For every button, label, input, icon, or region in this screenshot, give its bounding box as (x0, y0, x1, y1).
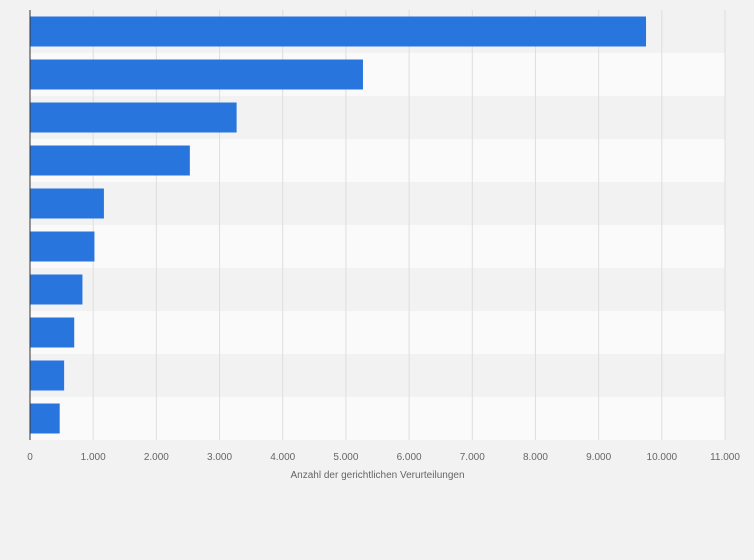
bar (30, 317, 75, 348)
bar (30, 360, 65, 391)
x-axis-title: Anzahl der gerichtlichen Verurteilungen (291, 470, 465, 481)
bar (30, 16, 647, 47)
row-band (30, 397, 725, 440)
x-tick-label: 3.000 (207, 452, 232, 463)
x-tick-label: 6.000 (397, 452, 422, 463)
row-band (30, 268, 725, 311)
bar (30, 102, 237, 133)
x-tick-label: 10.000 (647, 452, 678, 463)
row-band (30, 182, 725, 225)
x-tick-label: 7.000 (460, 452, 485, 463)
x-tick-label: 9.000 (586, 452, 611, 463)
bars (30, 16, 647, 434)
x-tick-label: 11.000 (710, 452, 740, 463)
bar (30, 403, 60, 434)
x-tick-label: 8.000 (523, 452, 548, 463)
bar (30, 188, 104, 219)
bar (30, 59, 363, 90)
x-tick-label: 2.000 (144, 452, 169, 463)
row-band (30, 311, 725, 354)
row-band (30, 354, 725, 397)
bar (30, 145, 190, 176)
row-band (30, 225, 725, 268)
x-tick-label: 1.000 (81, 452, 106, 463)
x-tick-label: 0 (27, 452, 33, 463)
bar (30, 274, 83, 305)
x-tick-labels: 0 1.000 2.000 3.000 4.000 5.000 6.000 7.000 8.00… (27, 452, 740, 463)
bar (30, 231, 95, 262)
x-tick-label: 4.000 (270, 452, 295, 463)
row-bands (30, 10, 725, 440)
x-tick-label: 5.000 (333, 452, 358, 463)
